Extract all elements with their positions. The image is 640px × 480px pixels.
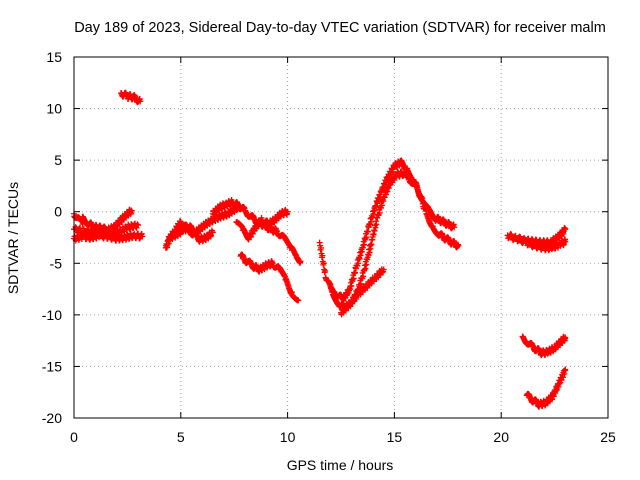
data-point bbox=[362, 265, 369, 272]
data-point bbox=[375, 197, 382, 204]
series-seg15 bbox=[515, 233, 569, 254]
chart-title: Day 189 of 2023, Sidereal Day-to-day VTE… bbox=[74, 20, 606, 36]
x-tick-label: 15 bbox=[387, 429, 403, 445]
y-tick-label: 5 bbox=[54, 152, 62, 168]
data-point bbox=[297, 258, 304, 265]
y-tick-label: -5 bbox=[50, 255, 63, 271]
data-point bbox=[79, 221, 86, 228]
data-point bbox=[209, 229, 216, 236]
x-tick-label: 5 bbox=[177, 429, 185, 445]
data-point bbox=[369, 214, 376, 221]
data-point bbox=[93, 231, 100, 238]
data-point bbox=[295, 297, 302, 304]
data-point bbox=[284, 208, 291, 215]
y-tick-label: 0 bbox=[54, 204, 62, 220]
data-point bbox=[128, 207, 135, 214]
data-point bbox=[374, 200, 381, 207]
y-tick-label: -20 bbox=[42, 410, 62, 426]
data-point bbox=[380, 266, 387, 273]
x-tick-label: 20 bbox=[493, 429, 509, 445]
data-point bbox=[361, 241, 368, 248]
data-point bbox=[562, 226, 569, 233]
data-point bbox=[360, 273, 367, 280]
y-tick-label: 15 bbox=[46, 49, 62, 65]
series-seg5 bbox=[117, 89, 144, 106]
data-point bbox=[135, 222, 142, 229]
data-point bbox=[318, 244, 325, 251]
data-point bbox=[562, 366, 569, 373]
series-seg17 bbox=[523, 366, 569, 410]
data-point bbox=[352, 269, 359, 276]
data-point bbox=[123, 226, 130, 233]
data-point bbox=[365, 252, 372, 259]
data-point bbox=[455, 242, 462, 249]
plot-frame bbox=[73, 56, 609, 419]
data-point bbox=[377, 205, 384, 212]
x-tick-label: 25 bbox=[600, 429, 616, 445]
data-point bbox=[357, 280, 364, 287]
data-point bbox=[372, 224, 379, 231]
series-seg13 bbox=[338, 266, 387, 318]
series-seg7 bbox=[164, 218, 216, 245]
data-point bbox=[319, 252, 326, 259]
data-point bbox=[364, 228, 371, 235]
data-point bbox=[451, 224, 458, 231]
data-point bbox=[363, 261, 370, 268]
data-point bbox=[367, 221, 374, 228]
data-point bbox=[363, 234, 370, 241]
data-point bbox=[126, 226, 133, 233]
points-layer bbox=[71, 89, 569, 410]
y-tick-label: 10 bbox=[46, 101, 62, 117]
series-seg9 bbox=[233, 206, 291, 243]
x-tick-label: 10 bbox=[280, 429, 296, 445]
data-point bbox=[356, 255, 363, 262]
data-point bbox=[348, 282, 355, 289]
data-point bbox=[377, 193, 384, 200]
data-point bbox=[371, 227, 378, 234]
data-point bbox=[350, 275, 357, 282]
data-point bbox=[139, 233, 146, 240]
y-tick-label: -15 bbox=[42, 358, 62, 374]
series-seg10 bbox=[237, 251, 302, 304]
data-point bbox=[562, 238, 569, 245]
data-point bbox=[320, 260, 327, 267]
data-point bbox=[562, 334, 569, 341]
data-point bbox=[134, 221, 141, 228]
data-point bbox=[322, 268, 329, 275]
data-point bbox=[137, 98, 144, 105]
y-tick-label: -10 bbox=[42, 307, 62, 323]
data-point bbox=[383, 191, 390, 198]
series-seg12 bbox=[327, 157, 462, 304]
x-tick-label: 0 bbox=[70, 429, 78, 445]
data-point bbox=[376, 209, 383, 216]
data-point bbox=[373, 221, 380, 228]
series-seg16 bbox=[519, 333, 569, 359]
data-point bbox=[366, 249, 373, 256]
y-axis-label: SDTVAR / TECUs bbox=[5, 182, 21, 294]
data-point bbox=[373, 203, 380, 210]
x-axis-label: GPS time / hours bbox=[287, 457, 394, 473]
